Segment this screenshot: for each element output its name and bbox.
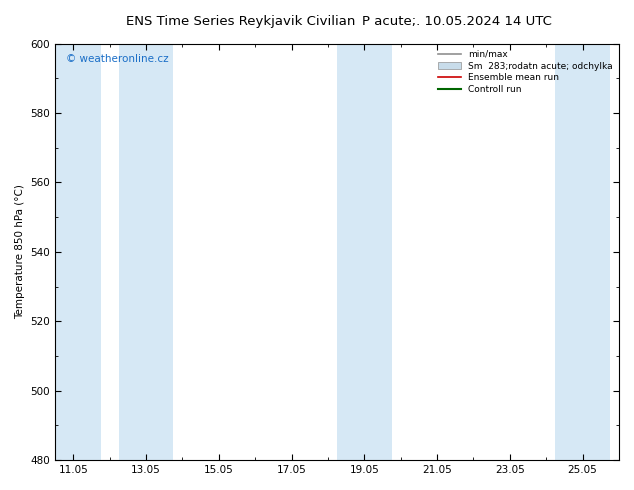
Bar bbox=[119, 44, 173, 460]
Text: © weatheronline.cz: © weatheronline.cz bbox=[67, 54, 169, 64]
Text: ENS Time Series Reykjavik Civilian: ENS Time Series Reykjavik Civilian bbox=[126, 15, 356, 28]
Bar bbox=[46, 44, 101, 460]
Legend: min/max, Sm  283;rodatn acute; odchylka, Ensemble mean run, Controll run: min/max, Sm 283;rodatn acute; odchylka, … bbox=[435, 46, 616, 98]
Y-axis label: Temperature 850 hPa (°C): Temperature 850 hPa (°C) bbox=[15, 184, 25, 319]
Bar bbox=[555, 44, 610, 460]
Text: P acute;. 10.05.2024 14 UTC: P acute;. 10.05.2024 14 UTC bbox=[361, 15, 552, 28]
Bar bbox=[337, 44, 392, 460]
